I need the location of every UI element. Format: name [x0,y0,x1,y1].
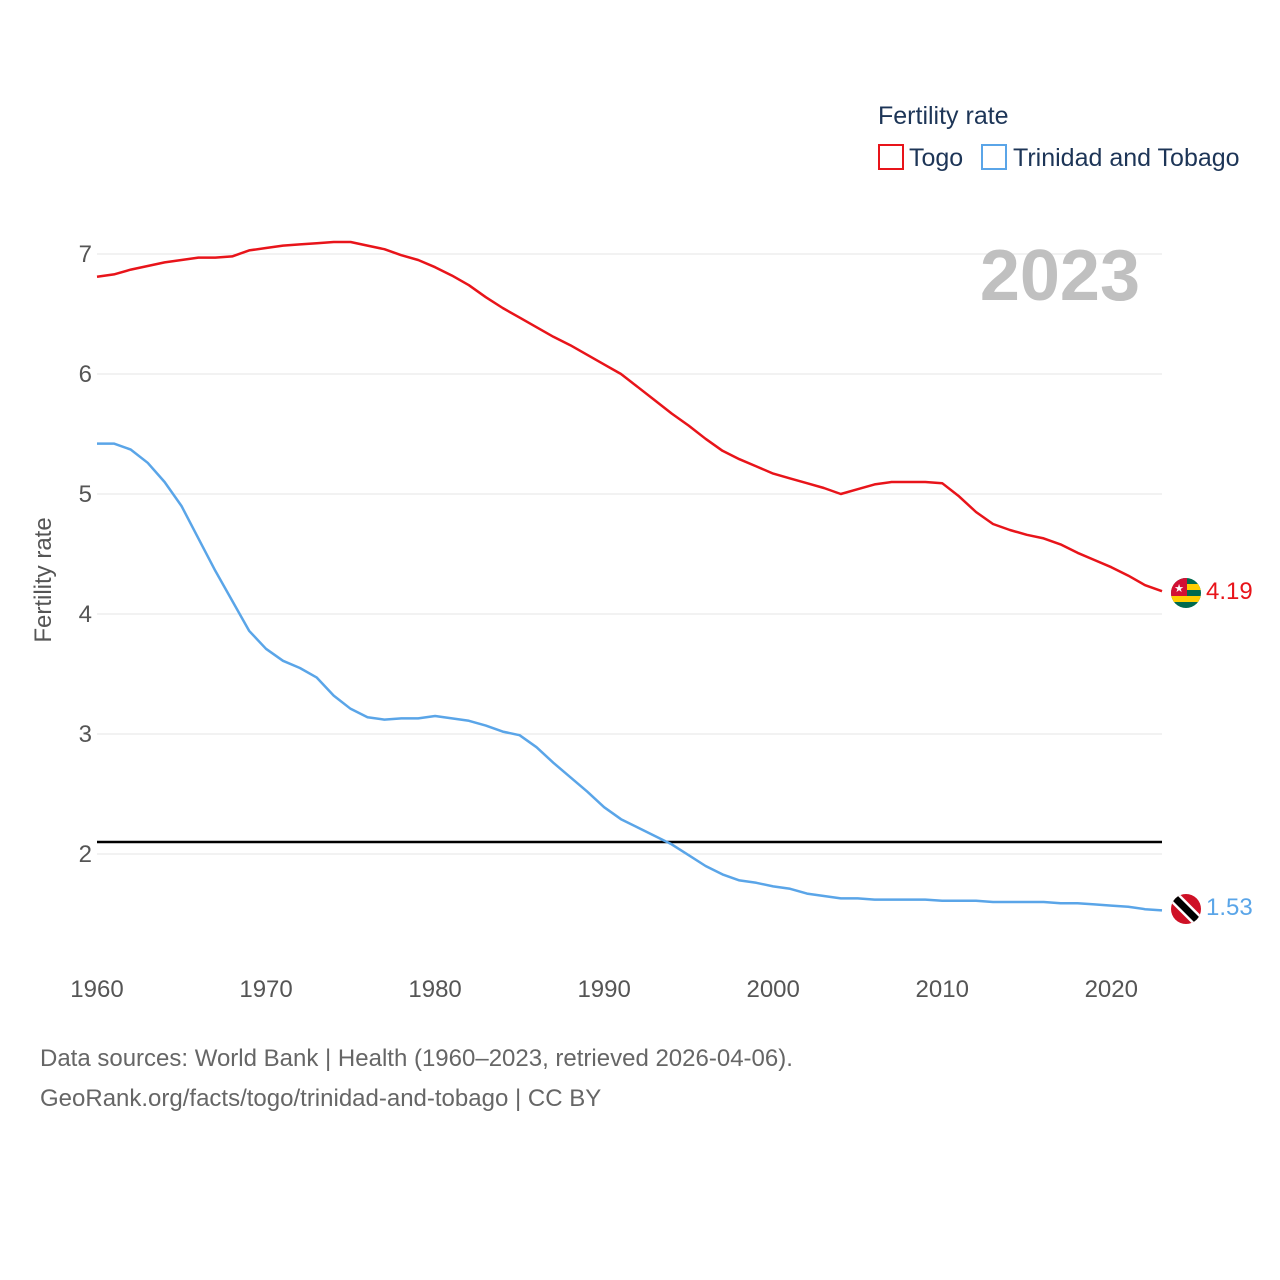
legend-swatch-togo[interactable] [878,144,904,170]
y-tick-label: 3 [79,721,92,748]
legend-swatch-trinidad-and-tobago[interactable] [981,144,1007,170]
y-tick-label: 4 [79,601,92,628]
series-line-trinidad-and-tobago[interactable] [97,442,1163,912]
togo-flag-icon: ★ [1171,578,1201,608]
y-axis-ticks: 2 3 4 5 6 7 [79,241,92,868]
series-line-togo[interactable] [96,240,1163,593]
x-tick-label: 1980 [408,976,461,1003]
trinidad-and-tobago-end-value: 1.53 [1206,894,1253,921]
x-tick-label: 1960 [70,976,123,1003]
svg-text:★: ★ [1174,582,1184,595]
y-axis-label: Fertility rate [30,517,57,642]
legend-title: Fertility rate [878,102,1009,130]
legend: Fertility rate Togo Trinidad and Tobago [878,102,1240,172]
y-tick-label: 2 [79,841,92,868]
legend-label-togo[interactable]: Togo [909,144,963,172]
footer-source: Data sources: World Bank | Health (1960–… [40,1045,793,1072]
trinidad-and-tobago-flag-icon [1171,894,1201,924]
current-year-label: 2023 [980,236,1140,316]
legend-label-trinidad-and-tobago[interactable]: Trinidad and Tobago [1013,144,1240,172]
x-tick-label: 1970 [239,976,292,1003]
x-tick-label: 2000 [746,976,799,1003]
togo-end-value: 4.19 [1206,578,1253,605]
series-lines [96,240,1163,912]
grid-lines [97,253,1162,855]
x-axis-ticks: 1960 1970 1980 1990 2000 2010 2020 [70,976,1138,1003]
y-tick-label: 6 [79,361,92,388]
x-tick-label: 1990 [577,976,630,1003]
y-tick-label: 7 [79,241,92,268]
x-tick-label: 2020 [1085,976,1138,1003]
y-tick-label: 5 [79,481,92,508]
x-tick-label: 2010 [916,976,969,1003]
footer-link[interactable]: GeoRank.org/facts/togo/trinidad-and-toba… [40,1085,602,1112]
